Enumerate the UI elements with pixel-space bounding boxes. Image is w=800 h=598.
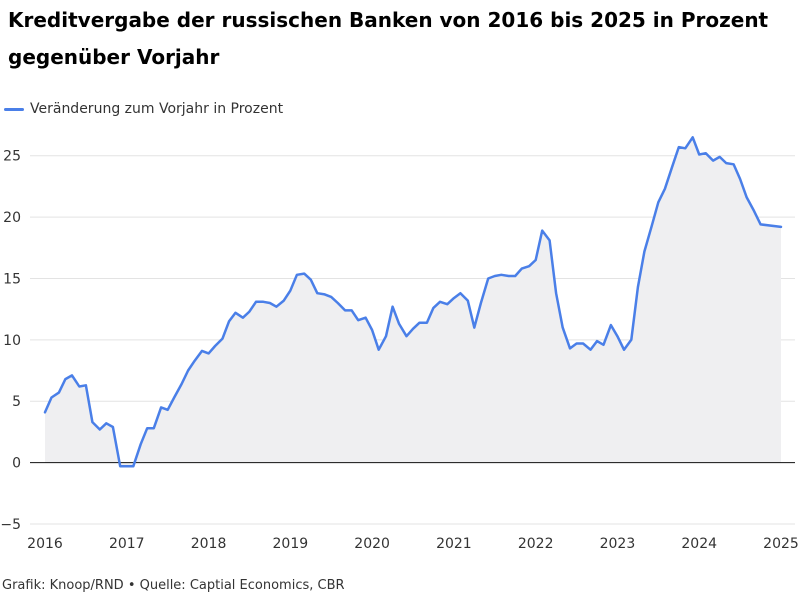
y-tick-label: 10 xyxy=(3,333,21,349)
y-tick-label: 15 xyxy=(3,271,21,287)
x-tick-label: 2018 xyxy=(191,536,227,552)
area-fill xyxy=(45,137,781,467)
x-tick-label: 2020 xyxy=(354,536,390,552)
y-tick-label: 5 xyxy=(12,394,21,410)
chart-title: Kreditvergabe der russischen Banken von … xyxy=(8,8,769,69)
y-tick-label: 20 xyxy=(3,210,21,226)
x-tick-label: 2025 xyxy=(763,536,799,552)
x-axis-tick-labels: 2016 2017 2018 2019 2020 2021 2022 2023 2024 2025 xyxy=(27,536,799,552)
y-tick-label: 25 xyxy=(3,149,21,165)
legend-label: Veränderung zum Vorjahr in Prozent xyxy=(30,101,284,117)
x-tick-label: 2017 xyxy=(109,536,145,552)
x-tick-label: 2021 xyxy=(436,536,472,552)
series-line xyxy=(43,136,783,468)
x-tick-label: 2019 xyxy=(273,536,309,552)
y-axis-tick-labels: −5 0 5 10 15 20 25 xyxy=(0,149,21,533)
source-footer: Grafik: Knoop/RND • Quelle: Captial Econ… xyxy=(2,578,345,593)
x-tick-label: 2024 xyxy=(681,536,717,552)
y-tick-label: 0 xyxy=(12,456,21,472)
y-tick-label: −5 xyxy=(0,517,21,533)
x-tick-label: 2016 xyxy=(27,536,63,552)
legend-line-swatch xyxy=(4,107,24,111)
x-tick-label: 2023 xyxy=(600,536,636,552)
x-tick-label: 2022 xyxy=(518,536,554,552)
legend: Veränderung zum Vorjahr in Prozent xyxy=(4,99,283,119)
